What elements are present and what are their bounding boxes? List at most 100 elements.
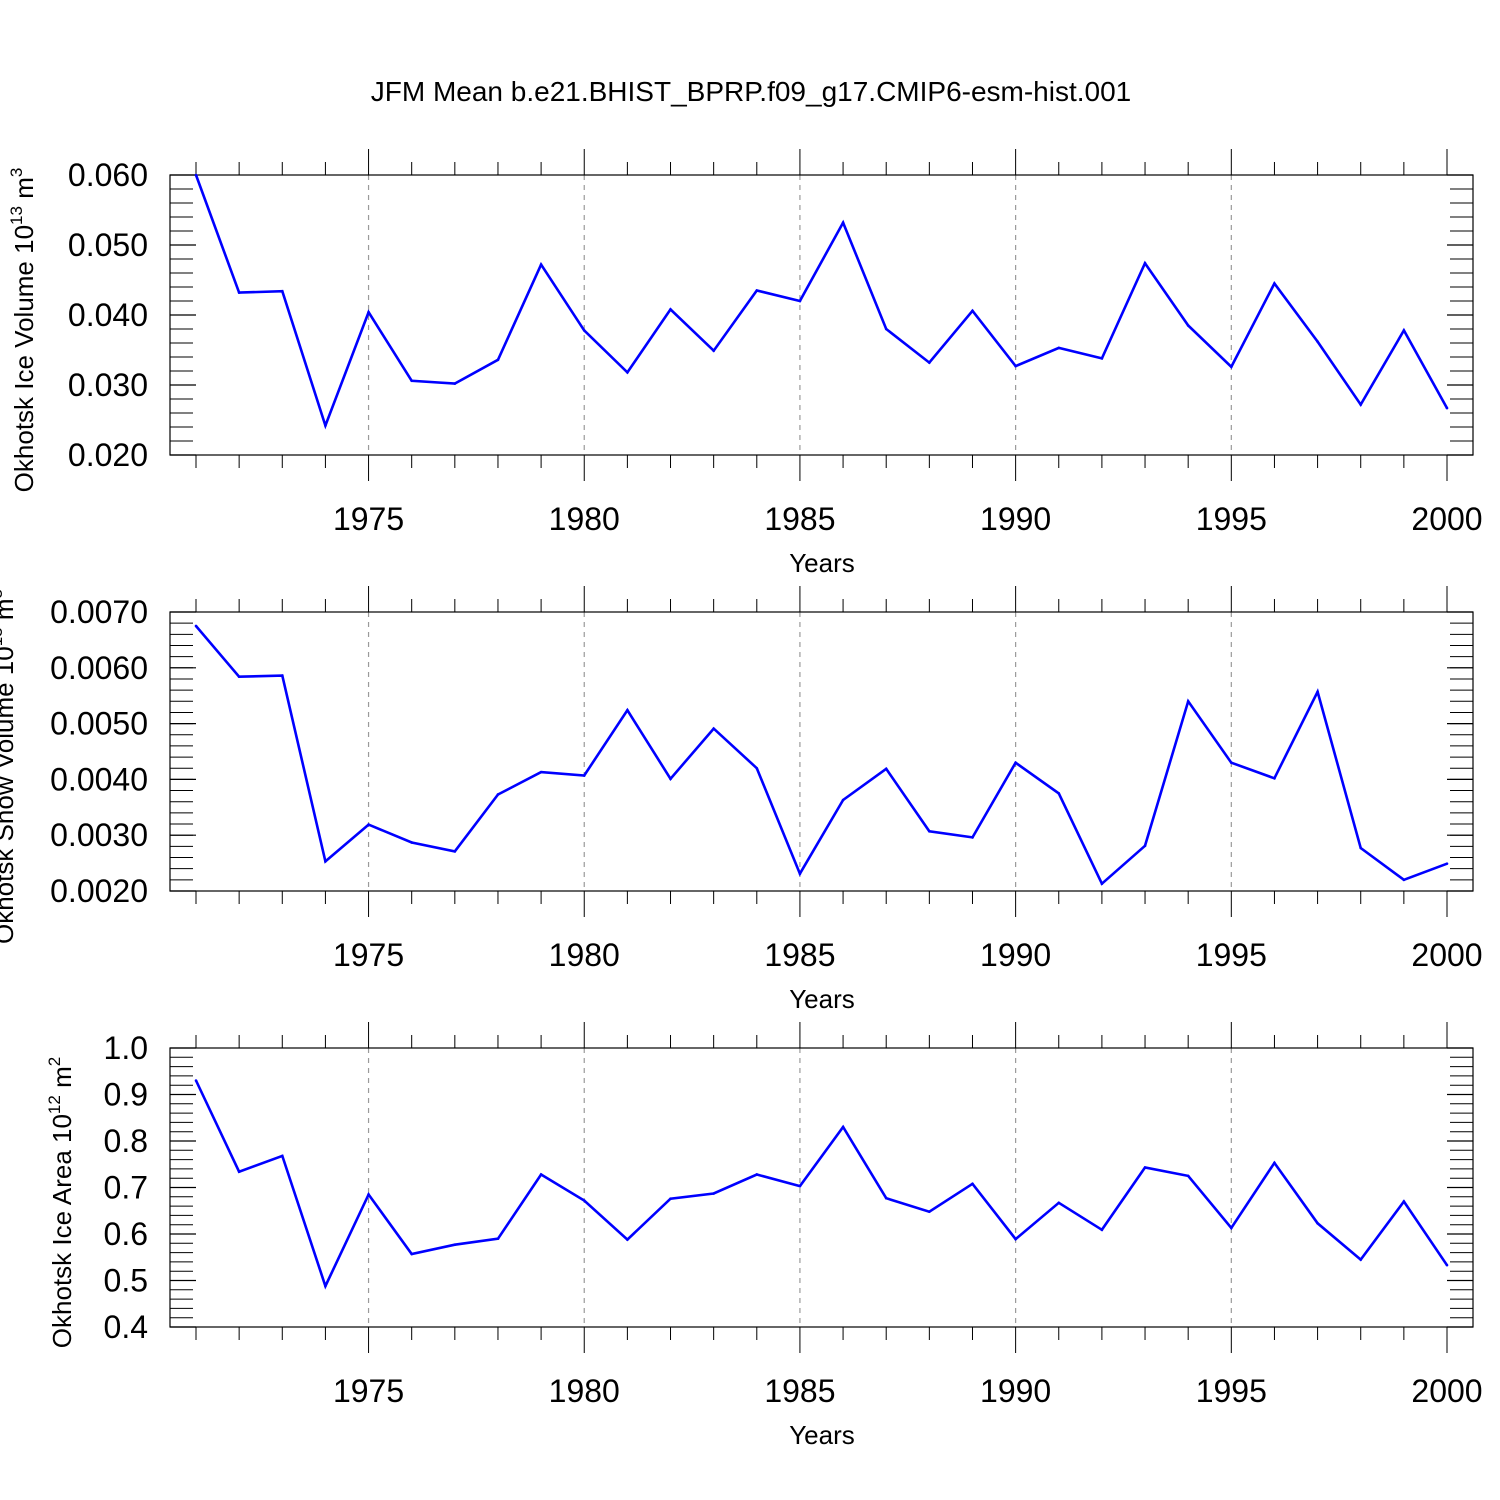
- data-point: [582, 774, 586, 777]
- data-point: [280, 289, 284, 293]
- y-axis-label-unit-exponent: 2: [45, 1057, 64, 1066]
- data-point: [798, 1184, 802, 1188]
- data-point: [324, 860, 327, 863]
- data-point: [971, 836, 974, 839]
- data-point: [410, 841, 413, 844]
- y-axis-label-exponent: 13: [0, 627, 6, 646]
- y-axis-label-text: Okhotsk Ice Volume 10: [9, 225, 39, 492]
- data-point: [1186, 1174, 1190, 1178]
- x-tick-label: 1975: [333, 1373, 404, 1409]
- data-point: [453, 850, 457, 853]
- data-point: [1402, 878, 1406, 882]
- series-line-snow-volume: [195, 625, 1448, 886]
- y-tick-label: 0.020: [68, 437, 148, 473]
- data-point: [1445, 862, 1449, 865]
- data-point: [453, 382, 457, 385]
- data-point: [712, 727, 715, 730]
- data-point: [539, 263, 543, 266]
- y-axis-label: Okhotsk Ice Volume 1013 m3: [7, 168, 39, 493]
- data-point: [237, 291, 241, 294]
- y-tick-label: 0.6: [104, 1216, 148, 1252]
- data-point: [669, 777, 672, 781]
- y-tick-label: 0.7: [104, 1170, 148, 1206]
- data-point: [928, 829, 931, 833]
- data-point: [1186, 324, 1190, 327]
- panel-snow-volume: 1975 1980 1985 1990 1995 2000 Years 0.0020 0.003…: [0, 586, 1483, 1014]
- x-axis-label: Years: [789, 1420, 855, 1450]
- series-line-ice-area: [194, 1079, 1449, 1290]
- data-point: [1445, 406, 1449, 410]
- x-tick-label: 1990: [980, 937, 1051, 973]
- y-tick-label: 0.030: [68, 367, 148, 403]
- y-axis-label-text: Okhotsk Ice Area 10: [47, 1114, 77, 1348]
- data-point: [237, 1170, 241, 1173]
- data-point: [755, 289, 759, 292]
- y-axis-label-unit: m: [0, 598, 19, 627]
- data-point: [280, 674, 284, 677]
- data-point: [1143, 261, 1147, 265]
- y-tick-label: 0.0070: [50, 594, 148, 630]
- data-point: [798, 872, 802, 876]
- figure-title: JFM Mean b.e21.BHIST_BPRP.f09_g17.CMIP6-…: [371, 76, 1132, 107]
- x-tick-label: 1980: [549, 1373, 620, 1409]
- data-point: [669, 308, 672, 311]
- data-point: [928, 1210, 931, 1213]
- data-point: [884, 767, 888, 771]
- x-axis-label: Years: [789, 984, 855, 1014]
- y-axis-label-unit-exponent: 3: [0, 589, 6, 598]
- data-point: [496, 1237, 500, 1240]
- data-point: [1014, 364, 1017, 368]
- data-point: [1143, 844, 1147, 848]
- data-point: [884, 327, 888, 331]
- y-tick-label: 0.050: [68, 227, 148, 263]
- data-point: [841, 1125, 845, 1129]
- data-point: [582, 1199, 586, 1202]
- panel-ice-volume: 1975 1980 1985 1990 1995 2000 Years 0.020 0.030 0…: [7, 149, 1483, 578]
- y-tick-label: 1.0: [104, 1030, 148, 1066]
- data-point: [453, 1243, 457, 1246]
- y-tick-label: 0.8: [104, 1123, 148, 1159]
- data-point: [1230, 365, 1233, 369]
- x-tick-label: 1975: [333, 937, 404, 973]
- x-tick-label: 2000: [1411, 937, 1482, 973]
- data-point: [367, 823, 370, 826]
- y-axis-label-unit: m: [47, 1066, 77, 1095]
- data-point: [367, 310, 370, 314]
- data-point: [1100, 1228, 1104, 1232]
- data-point: [712, 1192, 715, 1195]
- data-point: [280, 1154, 284, 1158]
- data-point: [1057, 792, 1061, 795]
- y-axis-label: Okhotsk Snow Volume 1013 m3: [0, 589, 19, 944]
- y-axis-label-exponent: 12: [45, 1095, 64, 1114]
- data-point: [194, 1079, 198, 1082]
- data-point: [1359, 1258, 1363, 1261]
- y-tick-label: 0.060: [68, 157, 148, 193]
- y-axis-label-unit-exponent: 3: [7, 168, 26, 177]
- data-point: [971, 309, 974, 313]
- data-point: [1100, 882, 1104, 886]
- data-point: [1316, 690, 1319, 694]
- y-tick-label: 0.0060: [50, 650, 148, 686]
- y-tick-label: 0.4: [104, 1309, 148, 1345]
- data-point: [1143, 1166, 1147, 1169]
- data-point: [712, 349, 715, 353]
- data-point: [884, 1196, 888, 1200]
- x-tick-label: 1990: [980, 1373, 1051, 1409]
- data-point: [1273, 282, 1276, 285]
- x-tick-label: 1975: [333, 501, 404, 537]
- data-point: [194, 624, 198, 628]
- data-point: [194, 173, 198, 177]
- y-tick-label: 0.9: [104, 1077, 148, 1113]
- data-point: [324, 424, 327, 427]
- data-point: [626, 371, 629, 374]
- data-point: [1445, 1263, 1449, 1267]
- data-point: [755, 766, 759, 770]
- y-tick-label: 0.0030: [50, 817, 148, 853]
- data-point: [798, 299, 802, 303]
- y-axis-label: Okhotsk Ice Area 1012 m2: [45, 1057, 77, 1348]
- x-tick-label: 2000: [1411, 501, 1482, 537]
- data-point: [841, 798, 845, 802]
- data-point: [1014, 1237, 1017, 1241]
